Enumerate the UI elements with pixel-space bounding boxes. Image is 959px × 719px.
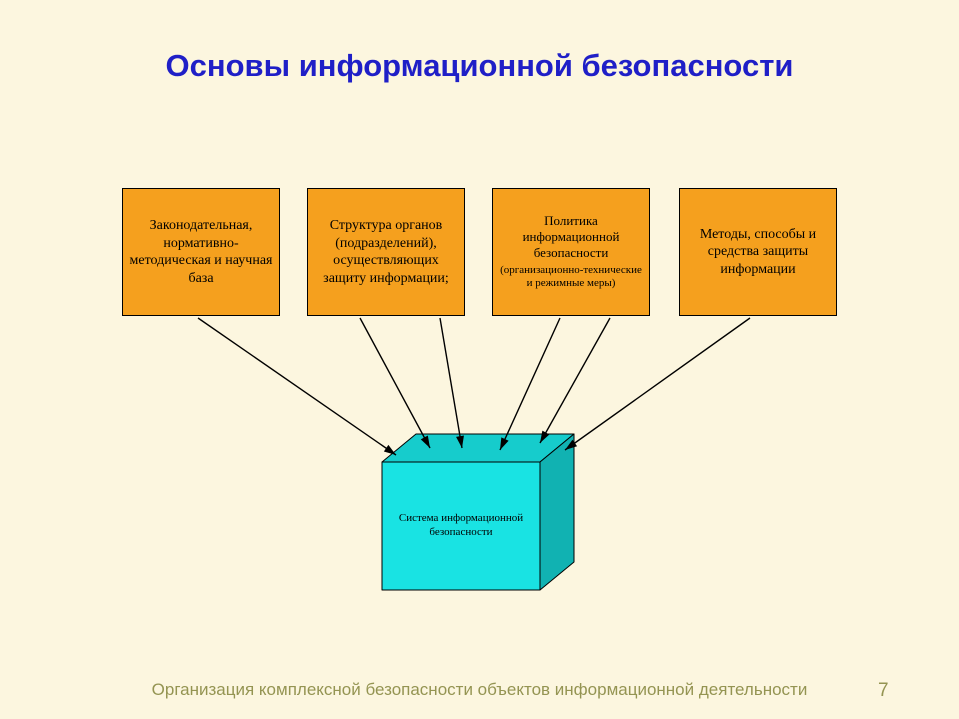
- box-security-policy-inner: Политика информационной безопасности (ор…: [497, 213, 645, 291]
- box-legislative-base: Законодательная, нормативно-методическая…: [122, 188, 280, 316]
- page-number: 7: [878, 680, 889, 702]
- box-structure-organs-text: Структура органов (подразделений), осуще…: [312, 217, 460, 287]
- box-security-policy-subtext: (организационно-технические и режимные м…: [497, 264, 645, 292]
- slide-footer: Организация комплексной безопасности объ…: [0, 680, 959, 700]
- box-methods: Методы, способы и средства защиты информ…: [679, 188, 837, 316]
- box-security-policy-text: Политика информационной безопасности: [497, 213, 645, 262]
- box-legislative-base-text: Законодательная, нормативно-методическая…: [127, 217, 275, 287]
- diagram-svg: [0, 0, 959, 719]
- slide: Основы информационной безопасности Закон…: [0, 0, 959, 719]
- box-security-policy: Политика информационной безопасности (ор…: [492, 188, 650, 316]
- cube-infosec-system-label: Система информационной безопасности: [382, 462, 540, 590]
- cube-label-text: Система информационной безопасности: [386, 512, 536, 540]
- box-structure-organs: Структура органов (подразделений), осуще…: [307, 188, 465, 316]
- arrows-graphic: [198, 318, 750, 455]
- slide-title: Основы информационной безопасности: [0, 48, 959, 84]
- box-methods-text: Методы, способы и средства защиты информ…: [684, 226, 832, 279]
